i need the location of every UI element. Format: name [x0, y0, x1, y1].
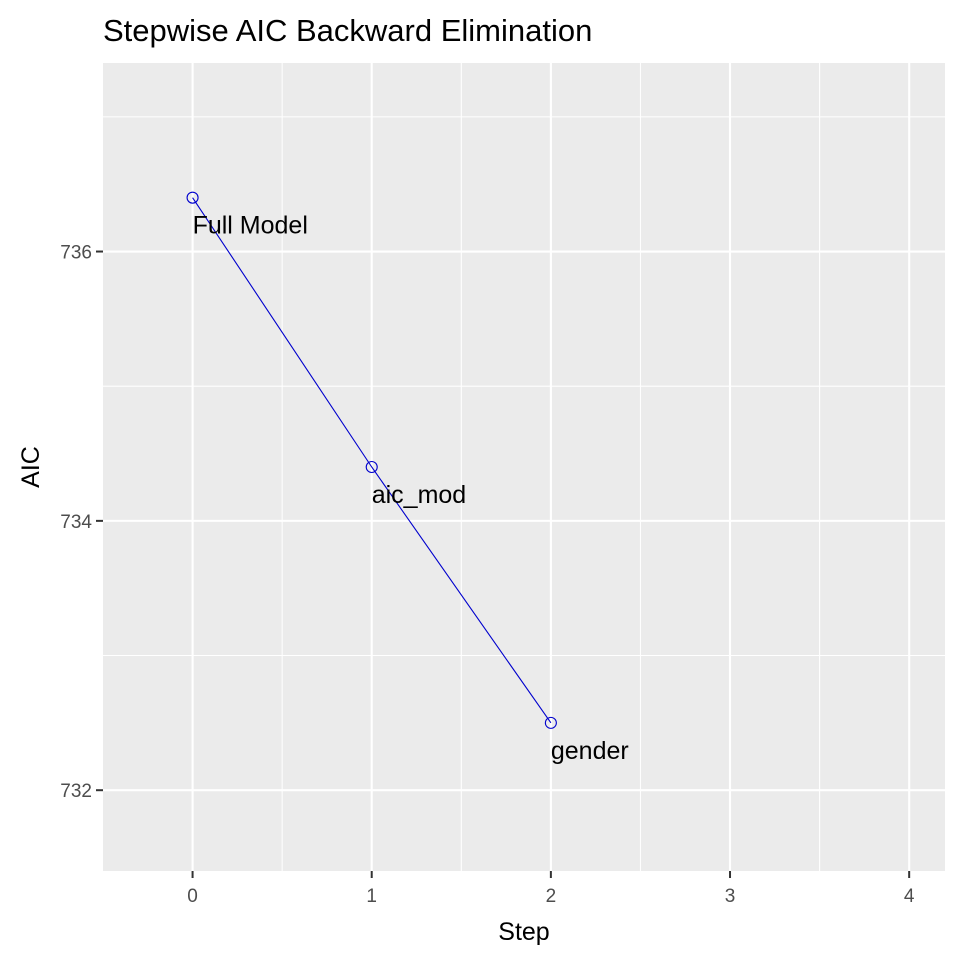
- data-point-label: gender: [551, 737, 629, 765]
- y-axis: 732 734 736: [60, 243, 103, 802]
- x-axis-title: Step: [498, 918, 549, 946]
- chart-title: Stepwise AIC Backward Elimination: [103, 13, 592, 48]
- y-axis-title: AIC: [17, 446, 45, 488]
- data-points: [186, 191, 557, 729]
- x-tick-label: 0: [187, 886, 198, 907]
- y-tick-label: 736: [60, 243, 92, 264]
- data-point-label: Full Model: [193, 212, 308, 240]
- minor-gridlines: [103, 63, 945, 871]
- x-tick-label: 2: [546, 886, 557, 907]
- x-tick-label: 1: [366, 886, 377, 907]
- data-point-label: aic_mod: [372, 481, 467, 509]
- data-point: [365, 460, 378, 474]
- x-tick-label: 3: [725, 886, 736, 907]
- data-point: [544, 716, 557, 729]
- y-tick-label: 732: [60, 781, 92, 802]
- y-tick-label: 734: [60, 512, 92, 533]
- plot-panel: [103, 63, 945, 871]
- series-line-group: [192, 197, 552, 724]
- x-tick-label: 4: [904, 886, 915, 907]
- data-point: [186, 191, 199, 204]
- x-axis: 0 1 2 3 4: [187, 871, 915, 907]
- series-line: [192, 197, 552, 724]
